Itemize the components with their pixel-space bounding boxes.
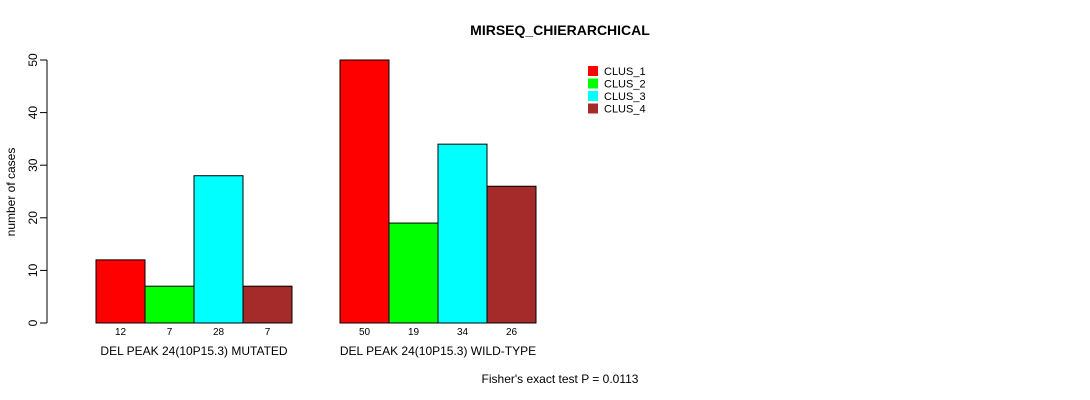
bar-count-label: 12 — [115, 327, 127, 338]
legend-label: CLUS_3 — [604, 91, 646, 103]
legend-label: CLUS_4 — [604, 104, 646, 116]
y-tick-label: 40 — [26, 106, 40, 120]
bar-clus-2-group-2 — [388, 222, 439, 324]
y-axis-label: number of cases — [4, 148, 18, 237]
group-label: DEL PEAK 24(10P15.3) WILD-TYPE — [340, 344, 536, 358]
y-tick-label: 0 — [26, 319, 40, 326]
fisher-test-footer: Fisher's exact test P = 0.0113 — [482, 372, 639, 386]
bars: 12 7 28 7 DEL PEAK 24(10P15.3) MUTATED 50 19 34… — [95, 59, 537, 358]
bar-clus-1-group-1 — [95, 259, 146, 324]
legend-label: CLUS_1 — [604, 66, 646, 78]
bar-count-label: 7 — [167, 327, 173, 338]
chart-title: MIRSEQ_CHIERARCHICAL — [470, 22, 650, 38]
bar-clus-4-group-1 — [242, 285, 293, 324]
y-axis: 0 10 20 30 40 50 — [26, 53, 48, 326]
bar-count-label: 19 — [408, 327, 420, 338]
y-tick-label: 20 — [26, 211, 40, 225]
legend-swatch — [588, 91, 598, 101]
bar-count-label: 50 — [359, 327, 371, 338]
bar-clus-1-group-2 — [339, 59, 390, 324]
bar-count-label: 26 — [506, 327, 518, 338]
y-tick-label: 30 — [26, 158, 40, 172]
legend-swatch — [588, 103, 598, 114]
bar-count-label: 28 — [213, 327, 225, 338]
group-label: DEL PEAK 24(10P15.3) MUTATED — [100, 344, 288, 358]
bar-clus-2-group-1 — [144, 285, 195, 324]
legend-swatch — [588, 66, 598, 76]
bar-count-label: 7 — [265, 327, 271, 338]
legend-label: CLUS_2 — [604, 79, 646, 91]
y-tick-label: 50 — [26, 53, 40, 67]
bar-clus-3-group-1 — [193, 175, 244, 324]
legend-swatch — [588, 78, 598, 89]
y-tick-label: 10 — [26, 263, 40, 277]
bar-count-label: 34 — [457, 327, 469, 338]
bar-clus-3-group-2 — [437, 143, 488, 324]
bar-clus-4-group-2 — [486, 185, 537, 324]
